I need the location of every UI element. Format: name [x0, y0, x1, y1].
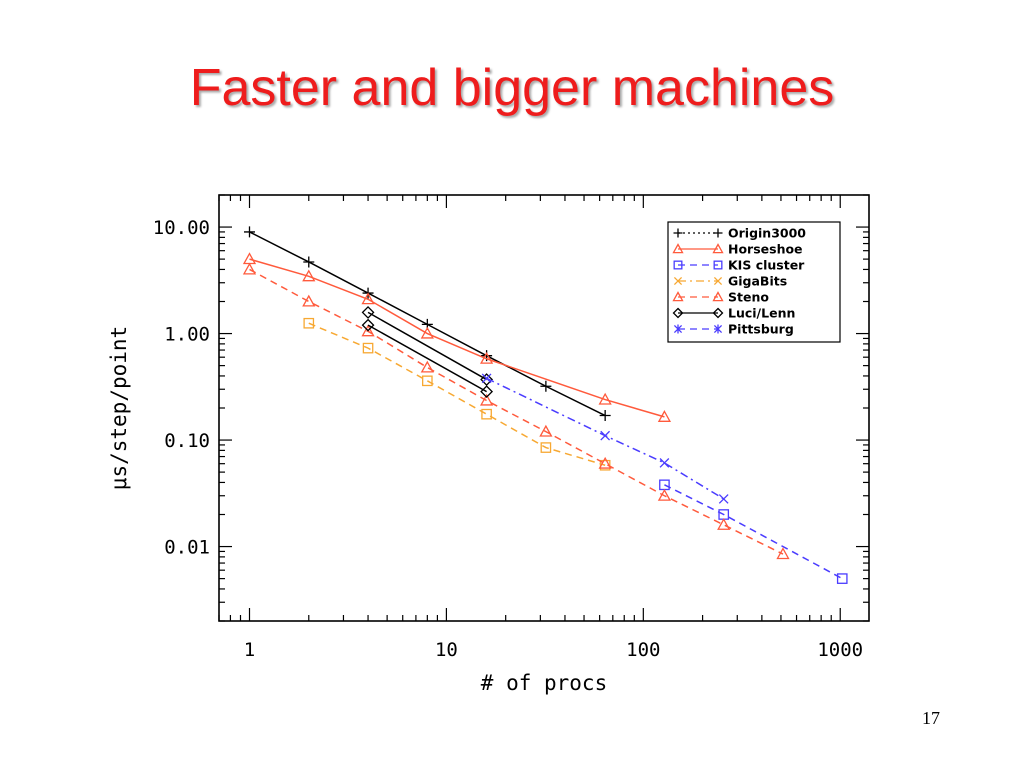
data-point	[362, 342, 374, 354]
data-point	[242, 252, 257, 265]
data-point	[302, 269, 316, 282]
data-point	[598, 392, 612, 405]
legend-item: GigaBits	[673, 274, 787, 289]
legend-label: Luci/Lenn	[728, 306, 795, 321]
series-kis-cluster	[659, 479, 848, 584]
data-point	[479, 351, 494, 364]
legend-label: Steno	[728, 290, 769, 305]
legend-marker	[672, 291, 684, 302]
y-tick-label: 10.00	[153, 217, 210, 239]
slide-title: Faster and bigger machines	[189, 59, 835, 117]
data-point	[599, 459, 611, 471]
data-point	[479, 393, 494, 406]
data-point	[657, 488, 672, 501]
series-origin3000	[244, 226, 611, 422]
series-line	[249, 258, 665, 418]
x-tick-label: 10	[435, 639, 458, 661]
data-point	[244, 226, 256, 238]
legend-marker	[673, 260, 683, 270]
data-point	[836, 573, 848, 584]
legend-label: Pittsburg	[728, 322, 794, 337]
legend-marker	[673, 324, 683, 334]
data-point	[361, 324, 375, 337]
data-point	[361, 292, 375, 305]
legend-label: GigaBits	[728, 274, 787, 289]
legend-marker	[713, 228, 723, 238]
data-point	[481, 408, 492, 420]
series-horseshoe	[242, 252, 672, 422]
legend-marker	[712, 291, 724, 302]
data-point	[600, 430, 611, 441]
x-tick-label: 1000	[817, 639, 863, 661]
series-line	[308, 322, 606, 466]
legend-item: Steno	[672, 290, 769, 305]
axis-ticks	[218, 194, 869, 622]
data-point	[303, 256, 315, 268]
x-axis-label: # of procs	[481, 671, 607, 695]
legend-item: Horseshoe	[672, 242, 803, 257]
series-line	[367, 324, 487, 393]
legend-marker	[672, 243, 684, 254]
series-luci-lenn	[361, 305, 494, 386]
legend-item: KIS cluster	[673, 258, 805, 273]
legend-marker	[673, 228, 683, 238]
x-tick-label: 1	[244, 639, 255, 661]
data-point	[422, 375, 433, 387]
legend-marker	[713, 260, 723, 270]
legend-box	[667, 221, 841, 343]
data-point	[480, 385, 494, 399]
slide-number: 17	[922, 708, 940, 728]
y-axis-label: μs/step/point	[107, 326, 131, 490]
legend-label: Horseshoe	[728, 242, 803, 257]
data-point	[420, 326, 434, 339]
legend-marker	[673, 276, 683, 286]
data-point	[718, 494, 729, 504]
data-point	[361, 318, 375, 332]
data-point	[480, 373, 494, 386]
legend-label: Origin3000	[728, 226, 806, 241]
data-point	[776, 547, 790, 560]
series-gigabits	[303, 317, 611, 471]
data-point	[657, 410, 672, 422]
legend-item: Luci/Lenn	[672, 306, 795, 321]
legend-marker	[672, 307, 684, 319]
legend-marker	[713, 324, 723, 334]
y-tick-label: 0.10	[164, 430, 210, 452]
data-point	[303, 317, 315, 329]
y-tick-label: 0.01	[164, 537, 210, 559]
legend-item: Pittsburg	[673, 322, 794, 337]
series-line	[664, 484, 843, 580]
series-line	[367, 311, 487, 381]
legend-item: Origin3000	[673, 226, 806, 241]
data-point	[420, 360, 434, 373]
data-point	[717, 517, 731, 530]
legend-marker	[713, 276, 723, 286]
data-point	[540, 380, 552, 392]
data-point	[599, 410, 611, 422]
series-line	[486, 377, 725, 500]
data-point	[539, 424, 553, 437]
data-point	[242, 262, 257, 275]
legend-label: KIS cluster	[728, 258, 805, 273]
legend-marker	[712, 307, 724, 319]
series-steno	[242, 262, 790, 560]
series-pittsburg	[481, 373, 729, 504]
data-point	[540, 442, 552, 453]
legend-marker	[712, 243, 724, 254]
x-tick-label: 100	[626, 639, 660, 661]
series-line	[249, 268, 784, 555]
data-point	[361, 305, 375, 319]
data-point	[598, 456, 612, 469]
series-luci-lenn	[361, 318, 494, 399]
y-tick-label: 1.00	[164, 324, 210, 346]
data-point	[302, 294, 316, 307]
data-point	[481, 373, 492, 384]
data-point	[659, 458, 670, 468]
